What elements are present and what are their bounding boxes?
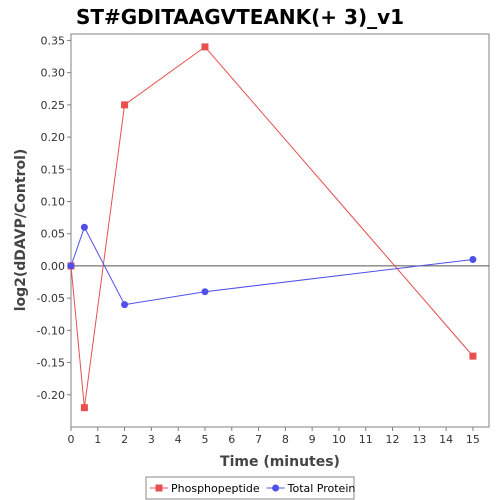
x-tick-label: 5 — [201, 433, 208, 446]
y-tick-label: 0.25 — [41, 99, 66, 112]
x-tick-label: 7 — [255, 433, 262, 446]
x-tick-label: 6 — [228, 433, 235, 446]
total-protein-point — [80, 223, 88, 231]
phosphopeptide-legend-label: Phosphopeptide — [171, 482, 260, 495]
x-tick-label: 8 — [282, 433, 289, 446]
series-layer — [67, 43, 477, 412]
total-protein-point — [67, 262, 75, 270]
total-protein-point — [469, 255, 477, 263]
phosphopeptide-point — [469, 352, 477, 360]
y-tick-label: -0.15 — [37, 357, 65, 370]
y-axis-label: log2(dDAVP/Control) — [13, 149, 29, 312]
y-tick-label: -0.20 — [37, 389, 65, 402]
legend: Phosphopeptide Total Protein — [145, 476, 356, 500]
y-tick-label: 0.15 — [41, 163, 66, 176]
y-tick-label: 0.20 — [41, 131, 66, 144]
x-tick-label: 3 — [148, 433, 155, 446]
y-tick-label: 0.30 — [41, 67, 66, 80]
phosphopeptide-point — [201, 43, 209, 51]
x-tick-label: 15 — [466, 433, 480, 446]
x-axis: 0 1 2 3 4 5 6 7 8 9 10 11 12 13 14 15 — [68, 427, 480, 446]
x-tick-label: 4 — [175, 433, 182, 446]
total-protein-legend-marker — [272, 484, 280, 492]
y-tick-label: 0.35 — [41, 34, 66, 47]
x-tick-label: 2 — [121, 433, 128, 446]
total-protein-legend-label: Total Protein — [287, 482, 356, 495]
legend-box — [145, 476, 355, 500]
x-tick-label: 12 — [386, 433, 400, 446]
chart-title: ST#GDITAAGVTEANK(+ 3)_v1 — [76, 5, 404, 29]
x-tick-label: 14 — [439, 433, 453, 446]
y-tick-label: -0.10 — [37, 324, 65, 337]
plot-frame — [70, 33, 490, 428]
x-tick-label: 1 — [94, 433, 101, 446]
y-tick-label: 0.10 — [41, 196, 66, 209]
phosphopeptide-point — [121, 101, 129, 109]
x-tick-label: 13 — [412, 433, 426, 446]
x-tick-label: 11 — [359, 433, 373, 446]
x-tick-label: 10 — [332, 433, 346, 446]
x-axis-label: Time (minutes) — [220, 454, 340, 470]
y-tick-label: -0.05 — [37, 292, 65, 305]
total-protein-point — [121, 301, 129, 309]
phosphopeptide-point — [80, 404, 88, 412]
phosphopeptide-line — [70, 46, 474, 408]
phosphopeptide-legend-marker — [155, 484, 163, 492]
y-tick-label: 0.05 — [41, 228, 66, 241]
y-tick-label: 0.00 — [41, 260, 66, 273]
total-protein-point — [201, 288, 209, 296]
y-axis: -0.20 -0.15 -0.10 -0.05 0.00 0.05 0.10 0.15 0.20… — [37, 34, 71, 402]
x-tick-label: 0 — [68, 433, 75, 446]
x-tick-label: 9 — [309, 433, 316, 446]
